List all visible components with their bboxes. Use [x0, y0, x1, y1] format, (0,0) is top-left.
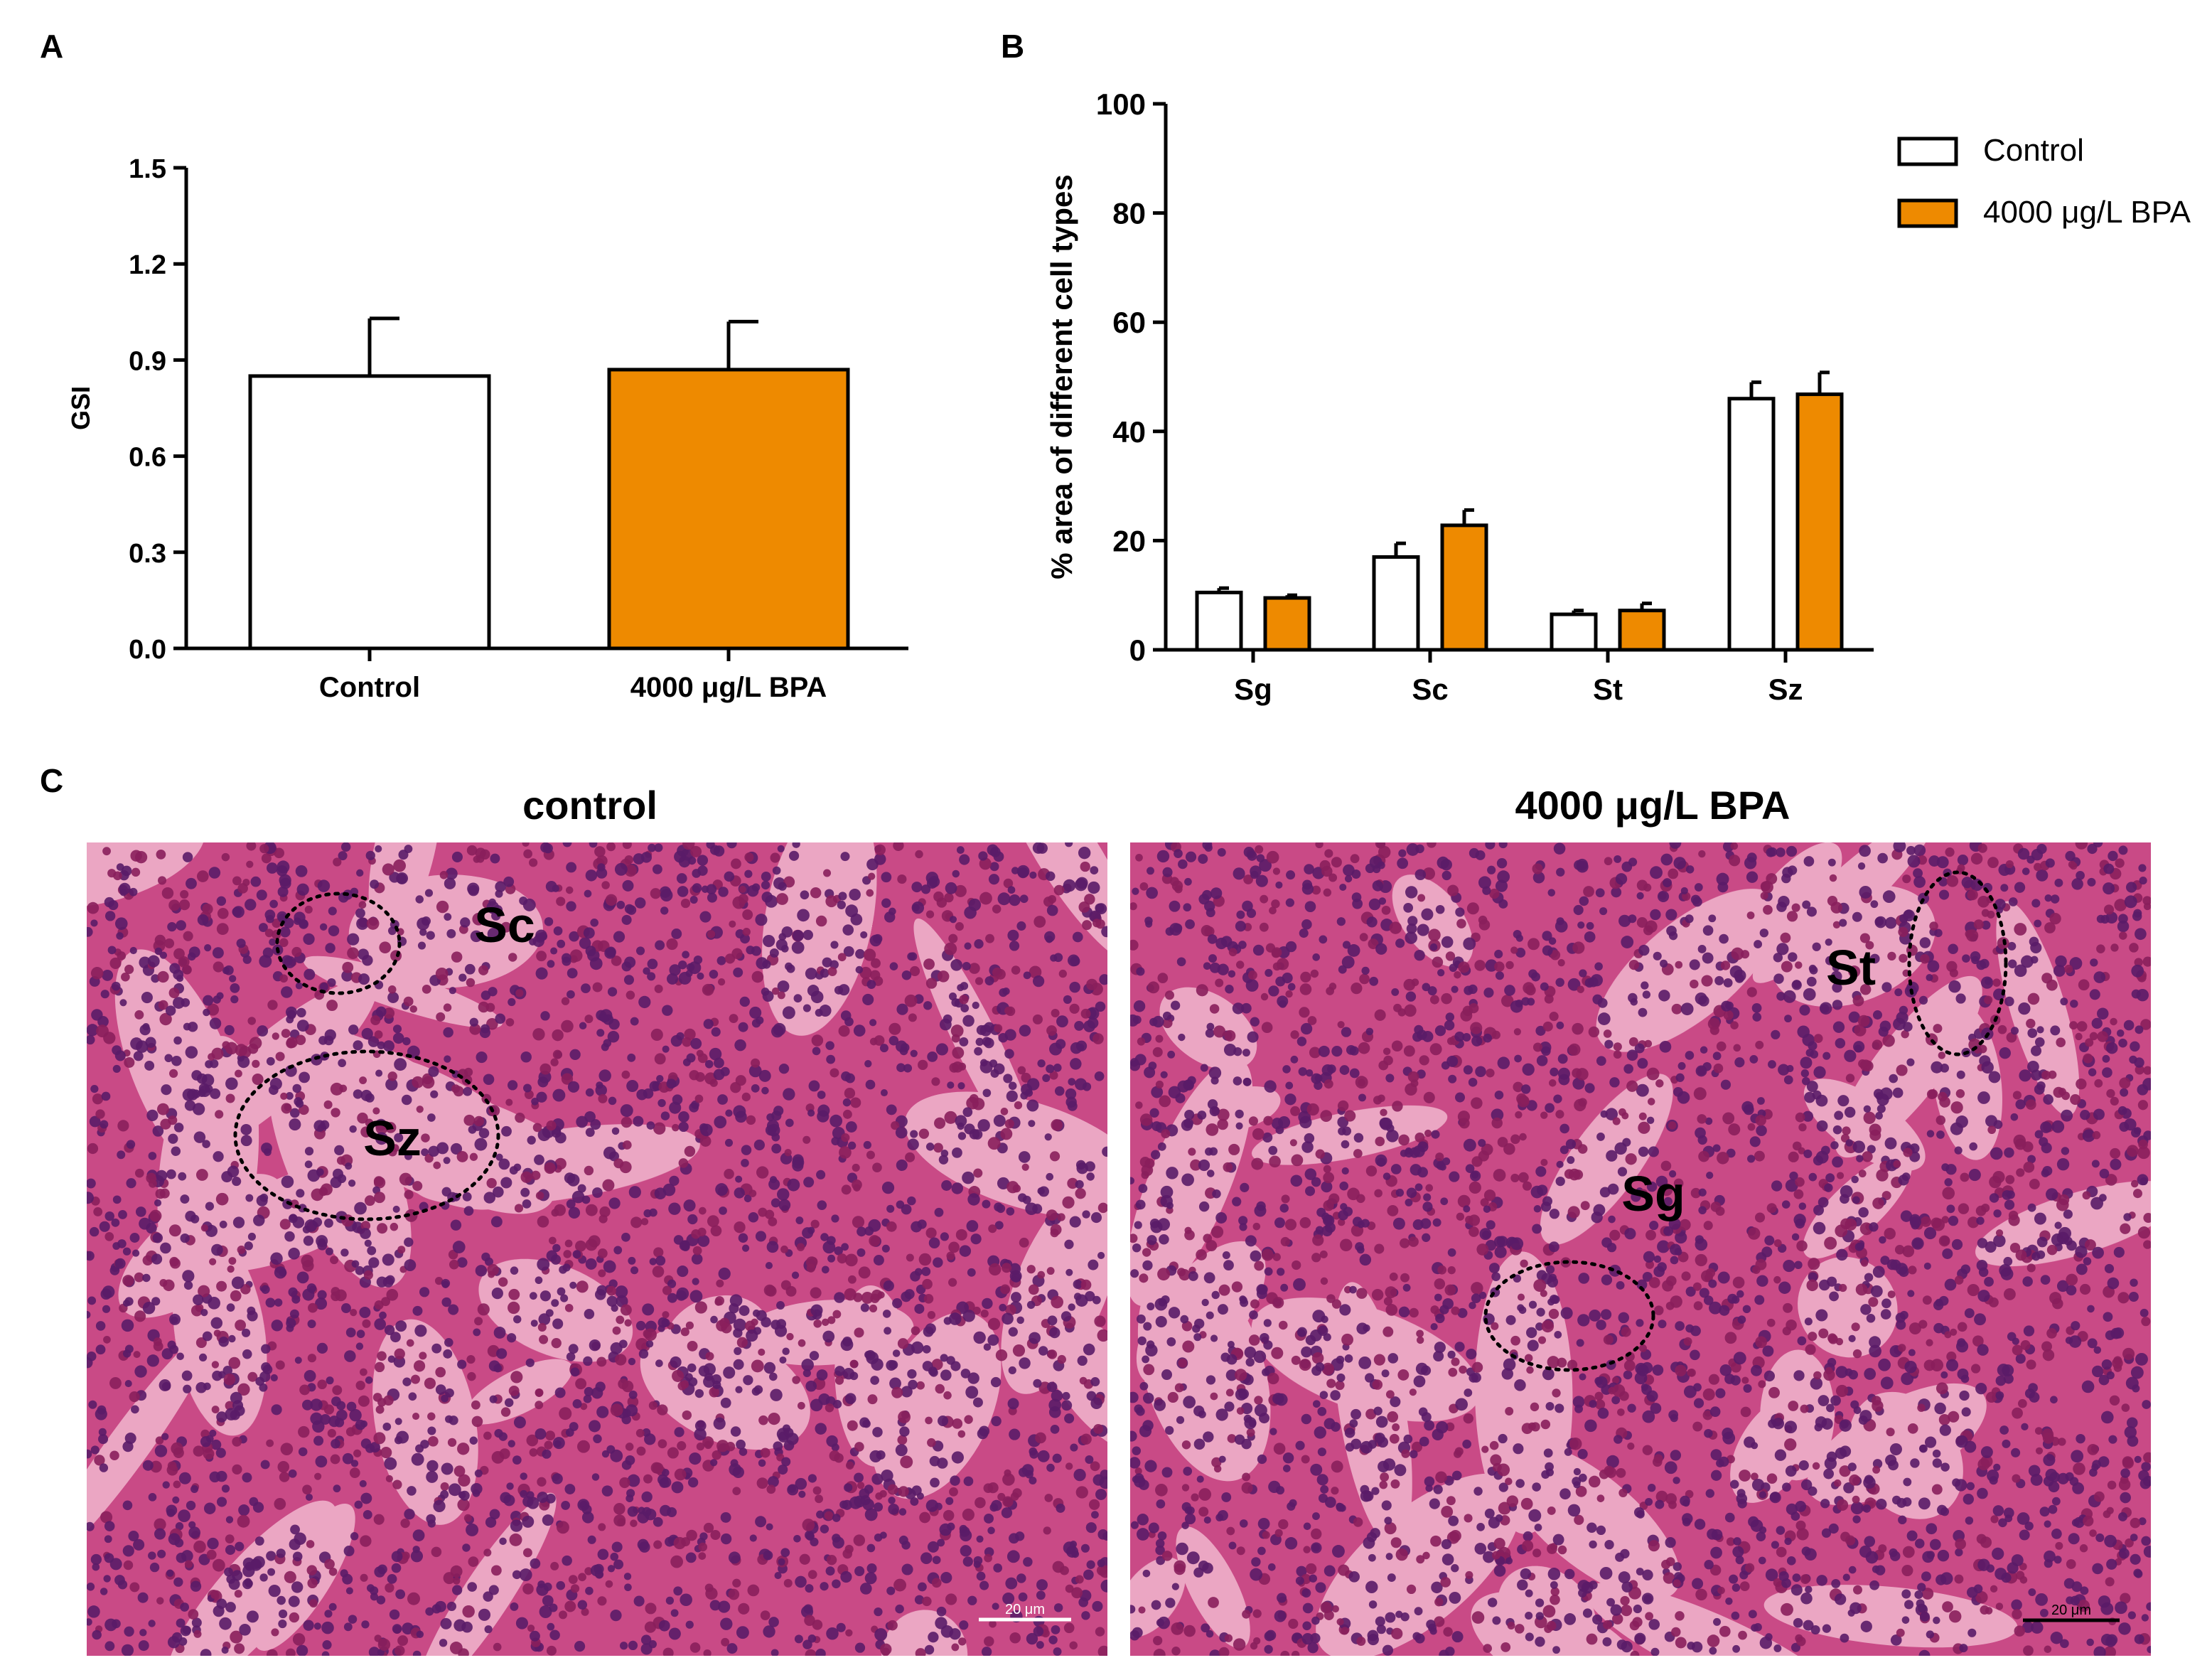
panel-label-b: B	[1001, 28, 1025, 65]
y-tick-label: 0.3	[129, 539, 166, 569]
region-outline	[275, 892, 402, 995]
x-tick-label: Sg	[1234, 673, 1272, 706]
x-tick-label: 4000 μg/L BPA	[630, 672, 827, 703]
bar	[1618, 609, 1666, 652]
scale-bar-label: 20 μm	[2051, 1602, 2091, 1618]
micrograph-control-image: Sc Sz 20 μm	[87, 842, 1107, 1656]
cell-type-label: Sc	[474, 897, 535, 953]
legend-swatch	[1897, 198, 1958, 228]
x-tick-label: Control	[319, 672, 420, 703]
cell-type-label: Sg	[1621, 1166, 1685, 1221]
x-tick-label: Sc	[1412, 673, 1448, 706]
micrograph-title-control: control	[522, 783, 657, 828]
y-tick-label: 0	[1129, 633, 1146, 667]
y-axis-label: GSI	[66, 386, 95, 430]
y-tick-label: 20	[1112, 524, 1146, 557]
y-tick-label: 1.2	[129, 250, 166, 280]
y-tick-label: 0.9	[129, 346, 166, 376]
micrograph-bpa: St Sg 20 μm	[1130, 842, 2151, 1656]
cell-type-label: St	[1826, 940, 1876, 995]
region-outline	[233, 1049, 500, 1221]
y-tick-label: 40	[1112, 415, 1146, 449]
cell-type-area-bar-chart: 0 20 40 60 80 100 % area of different cell typ…	[1045, 87, 2191, 706]
bar	[1795, 392, 1844, 652]
x-tick-label: Sz	[1768, 673, 1803, 706]
panel-label-c: C	[40, 762, 64, 799]
bar	[1263, 596, 1311, 652]
scale-bar-label: 20 μm	[1005, 1602, 1045, 1617]
legend-label: Control	[1983, 133, 2084, 168]
bar	[1550, 612, 1598, 652]
panel-label-a: A	[40, 28, 64, 65]
legend-swatch	[1897, 137, 1958, 166]
bar	[1372, 555, 1420, 652]
bar	[1195, 590, 1243, 652]
bar	[248, 374, 491, 651]
bar	[1440, 523, 1488, 652]
legend-label: 4000 μg/L BPA	[1983, 195, 2191, 230]
micrograph-bpa-image: St Sg 20 μm	[1130, 842, 2151, 1656]
bar	[607, 368, 850, 651]
micrograph-control: Sc Sz 20 μm	[87, 842, 1107, 1656]
cell-type-label: Sz	[363, 1111, 422, 1166]
region-outline	[1483, 1260, 1655, 1372]
region-outline	[1907, 870, 2008, 1056]
gsi-bar-chart: 0.0 0.3 0.6 0.9 1.2 1.5 GSI Control 4000 μg/L BP…	[66, 154, 908, 703]
y-tick-label: 60	[1112, 306, 1146, 339]
y-tick-label: 100	[1096, 87, 1146, 121]
y-tick-label: 0.0	[129, 635, 166, 665]
y-tick-label: 0.6	[129, 443, 166, 473]
y-tick-label: 80	[1112, 197, 1146, 230]
x-tick-label: St	[1593, 673, 1623, 706]
y-axis-label: % area of different cell types	[1045, 174, 1078, 579]
micrograph-title-bpa: 4000 μg/L BPA	[1515, 783, 1790, 828]
bar	[1727, 397, 1776, 652]
cell-nuclei	[87, 842, 1107, 1656]
cell-nuclei	[1130, 842, 2151, 1656]
y-tick-label: 1.5	[129, 154, 166, 184]
